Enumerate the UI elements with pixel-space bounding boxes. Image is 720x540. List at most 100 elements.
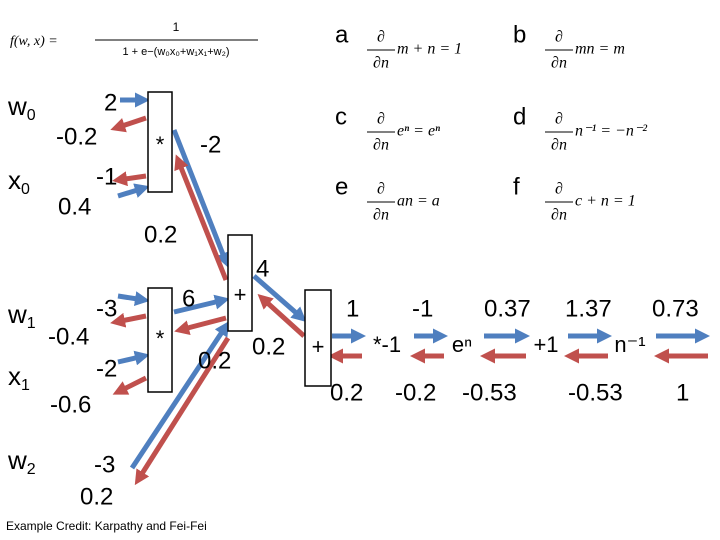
forward-value: 2	[104, 89, 117, 116]
input-subscript: 2	[27, 461, 36, 478]
node-box	[147, 287, 173, 393]
formula-denominator: 1 + e−(w₀x₀+w₁x₁+w₂)	[122, 46, 229, 58]
formula: f(w, x) = 1 1 + e−(w₀x₀+w₁x₁+w₂)	[10, 20, 258, 58]
rule-numerator: ∂	[377, 29, 385, 46]
gradient-value: -0.6	[50, 391, 91, 418]
gradient-value: 0.2	[252, 333, 285, 360]
forward-arrow	[171, 129, 230, 268]
gradient-value: -0.2	[395, 379, 436, 406]
input-name: w1	[7, 299, 36, 332]
backward-arrow	[112, 375, 148, 395]
rule-denominator: ∂n	[551, 55, 567, 72]
forward-arrow	[117, 183, 150, 199]
gradient-value: 0.2	[330, 379, 363, 406]
rule-expression: n⁻¹ = −n⁻²	[575, 123, 648, 140]
forward-value: 6	[182, 285, 195, 312]
forward-value: 1	[346, 295, 359, 322]
rule-label: e	[335, 173, 348, 200]
backward-arrow	[257, 293, 306, 338]
formula-numerator: 1	[173, 20, 180, 34]
backward-arrow	[112, 171, 147, 187]
forward-value: -1	[96, 163, 117, 190]
gradient-value: -0.4	[48, 323, 89, 350]
node-box	[227, 234, 253, 332]
input-symbol: x	[8, 361, 21, 391]
gradient-value: 1	[676, 379, 689, 406]
input-symbol: w	[7, 299, 27, 329]
forward-arrow	[173, 294, 230, 315]
rules: a ∂ ∂n m + n = 1 b ∂ ∂n mn = m c ∂ ∂n eⁿ = eⁿ d ∂ ∂n n⁻…	[335, 21, 648, 223]
backward-arrow	[174, 315, 227, 335]
gradient-value: 0.2	[198, 347, 231, 374]
rule-label: c	[335, 103, 347, 130]
rule-numerator: ∂	[555, 29, 563, 46]
rule-denominator: ∂n	[551, 137, 567, 154]
node-operator: +	[234, 282, 247, 307]
forward-value: -2	[96, 355, 117, 382]
rule-label: d	[513, 103, 526, 130]
gradient-value: 0.2	[80, 483, 113, 510]
input-symbol: w	[7, 91, 27, 121]
backward-arrow	[110, 115, 147, 133]
rule-expression: eⁿ = eⁿ	[397, 123, 440, 140]
arrows	[110, 92, 710, 486]
gradient-value: 0.2	[144, 221, 177, 248]
input-name: w0	[7, 91, 36, 124]
node-operator: +1	[533, 332, 558, 357]
node-operator: *	[156, 326, 165, 351]
rule-label: b	[513, 21, 526, 48]
gradient-value: -0.53	[462, 379, 517, 406]
input-subscript: 1	[21, 377, 30, 394]
forward-value: -2	[200, 131, 221, 158]
input-subscript: 1	[27, 315, 36, 332]
forward-arrow	[117, 350, 150, 366]
backward-arrow	[174, 154, 229, 281]
input-symbol: w	[7, 445, 27, 475]
backward-arrow	[110, 312, 147, 328]
gradient-value: 0.4	[58, 193, 91, 220]
forward-value: -3	[94, 451, 115, 478]
forward-value: -1	[412, 295, 433, 322]
rule-expression: c + n = 1	[575, 193, 636, 210]
rule-expression: mn = m	[575, 41, 625, 58]
rule-expression: m + n = 1	[397, 41, 462, 58]
formula-lhs: f(w, x) =	[10, 34, 58, 49]
rule-denominator: ∂n	[373, 55, 389, 72]
node-operator: *	[156, 132, 165, 157]
node-operator: n⁻¹	[614, 332, 645, 357]
forward-value: -3	[96, 295, 117, 322]
rule-denominator: ∂n	[373, 137, 389, 154]
rule-denominator: ∂n	[551, 207, 567, 224]
node-box	[147, 91, 173, 193]
gradient-value: -0.53	[568, 379, 623, 406]
node-operator: *-1	[373, 332, 401, 357]
backward-arrow	[134, 336, 231, 486]
input-subscript: 0	[27, 107, 36, 124]
forward-value: 1.37	[565, 295, 612, 322]
rule-label: f	[513, 173, 520, 200]
rule-expression: an = a	[397, 193, 440, 210]
rule-numerator: ∂	[555, 181, 563, 198]
input-subscript: 0	[21, 181, 30, 198]
input-symbol: x	[8, 165, 21, 195]
forward-arrow	[252, 274, 307, 322]
node-boxes	[147, 91, 332, 393]
input-name: w2	[7, 445, 36, 478]
forward-value: 0.37	[484, 295, 531, 322]
input-name: x1	[8, 361, 30, 394]
rule-numerator: ∂	[555, 111, 563, 128]
node-operator: eⁿ	[452, 332, 472, 357]
forward-value: 4	[256, 255, 269, 282]
rule-numerator: ∂	[377, 111, 385, 128]
rule-denominator: ∂n	[373, 207, 389, 224]
forward-value: 0.73	[652, 295, 699, 322]
forward-arrow	[129, 320, 230, 470]
node-operator: +	[312, 334, 325, 359]
gradient-value: -0.2	[56, 123, 97, 150]
labels: w0 2-0.2x0 -10.4w1-3-0.4x1-2-0.6w2 -30.2**+…	[7, 89, 699, 510]
input-name: x0	[8, 165, 30, 198]
forward-arrow	[117, 291, 150, 307]
rule-label: a	[335, 21, 349, 48]
